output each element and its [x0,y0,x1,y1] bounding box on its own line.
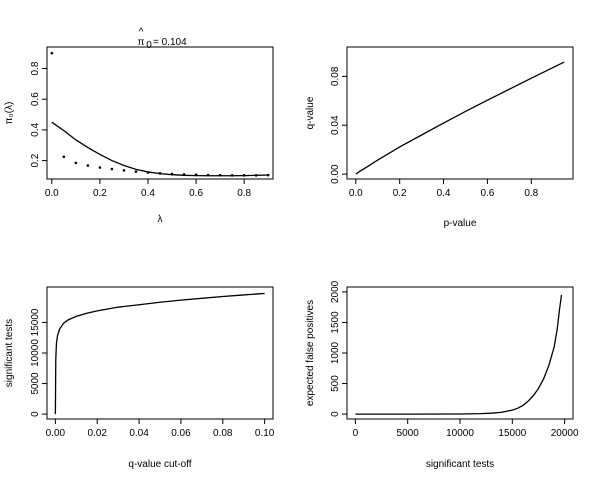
chart-title: ^ π 0 = 0.104 [138,27,188,51]
y-tick-label: 2000 [330,280,341,303]
x-tick-label: 0.4 [437,188,451,199]
axes: 0.0 0.2 0.4 0.6 0.8 0.2 0.4 0.6 0.8 [30,61,252,199]
x-tick-label: 0.10 [255,428,275,439]
x-tick-label: 0.04 [129,428,149,439]
plot-frame [46,286,274,420]
data-point [218,173,222,177]
x-tick-label: 0.0 [349,188,363,199]
y-tick-label: 10000 [30,339,41,367]
data-point [62,155,66,159]
y-tick-label: 1000 [330,341,341,364]
x-tick-label: 0.00 [46,428,66,439]
curve-line [355,294,563,415]
x-tick-label: 20000 [551,428,579,439]
curve-line [355,61,565,175]
x-tick-label: 0.4 [141,188,155,199]
qvalue-data-marks [355,61,565,175]
x-tick-label: 0.8 [524,188,538,199]
data-point [206,173,210,177]
pi0-subscript: 0 [146,40,152,51]
data-point [242,174,246,177]
data-point [266,173,270,177]
x-tick-label: 0.6 [480,188,494,199]
pi0-hat-symbol: ^ [139,27,144,38]
significant-tests-data-marks [54,292,265,415]
x-tick-label: 0.06 [171,428,191,439]
y-tick-label: 0.04 [330,115,341,135]
x-tick-label: 5000 [397,428,420,439]
axes: 0.00 0.02 0.04 0.06 0.08 0.10 0 5000 10000 15000 [30,308,275,439]
y-tick-label: 5000 [30,372,41,395]
data-point [230,174,234,177]
data-point [146,171,150,174]
x-tick-label: 0.2 [393,188,407,199]
y-axis-label: q-value [305,96,316,129]
data-point [254,174,258,177]
data-point [134,170,138,173]
data-point [158,172,162,175]
data-point [170,172,174,176]
pi0-data-marks [50,51,270,177]
pi0-lambda-panel: 0.0 0.2 0.4 0.6 0.8 0.2 0.4 0.6 0.8 λ π₀(λ) ^ π … [4,27,274,225]
data-point [98,166,102,169]
x-tick-label: 0 [353,428,359,439]
x-tick-label: 0.0 [45,188,59,199]
x-tick-label: 0.08 [213,428,233,439]
y-axis-label: π₀(λ) [4,102,15,125]
y-tick-label: 0.8 [30,61,41,75]
data-point [182,173,186,176]
y-tick-label: 500 [330,375,341,392]
plot-frame [346,286,574,420]
plot-frame [346,46,574,180]
y-tick-label: 0 [30,411,41,417]
y-tick-label: 0.6 [30,92,41,106]
x-axis-label: q-value cut-off [128,459,191,470]
x-axis-label: p-value [444,218,477,229]
false-positives-panel: 0 5000 10000 15000 20000 0 500 1000 1500 2000 sig… [305,280,579,470]
y-tick-label: 0.2 [30,153,41,167]
y-tick-label: 0 [330,411,341,417]
data-point [50,51,54,55]
axes: 0 5000 10000 15000 20000 0 500 1000 1500 2000 [330,280,579,439]
x-axis-label: significant tests [426,459,494,470]
x-axis-label: λ [158,214,163,225]
y-tick-label: 1500 [330,311,341,334]
y-tick-label: 15000 [30,308,41,336]
y-axis-label: expected false positives [305,300,316,406]
y-tick-label: 0.4 [30,122,41,136]
data-point [74,161,78,165]
axes: 0.0 0.2 0.4 0.6 0.8 0.00 0.04 0.08 [330,66,539,199]
qvalue-pvalue-panel: 0.0 0.2 0.4 0.6 0.8 0.00 0.04 0.08 p-value q-va… [305,46,574,229]
y-axis-label: significant tests [4,319,15,387]
pi0-estimate: = 0.104 [153,37,187,48]
x-tick-label: 0.02 [87,428,107,439]
y-tick-label: 0.08 [330,66,341,86]
x-tick-label: 15000 [498,428,526,439]
data-point [86,164,90,167]
pi0-symbol: π [138,37,145,48]
plot-frame [46,46,274,180]
data-point [110,167,114,171]
significant-tests-panel: 0.00 0.02 0.04 0.06 0.08 0.10050001000015000 … [4,286,275,470]
y-tick-label: 0.00 [330,164,341,184]
data-point [122,169,126,172]
x-tick-label: 10000 [446,428,474,439]
curve-line [54,292,265,415]
data-point [194,173,198,177]
x-tick-label: 0.6 [189,188,203,199]
curve-line [51,121,269,177]
false-positives-data-marks [355,294,563,415]
x-tick-label: 0.2 [93,188,107,199]
x-tick-label: 0.8 [237,188,251,199]
